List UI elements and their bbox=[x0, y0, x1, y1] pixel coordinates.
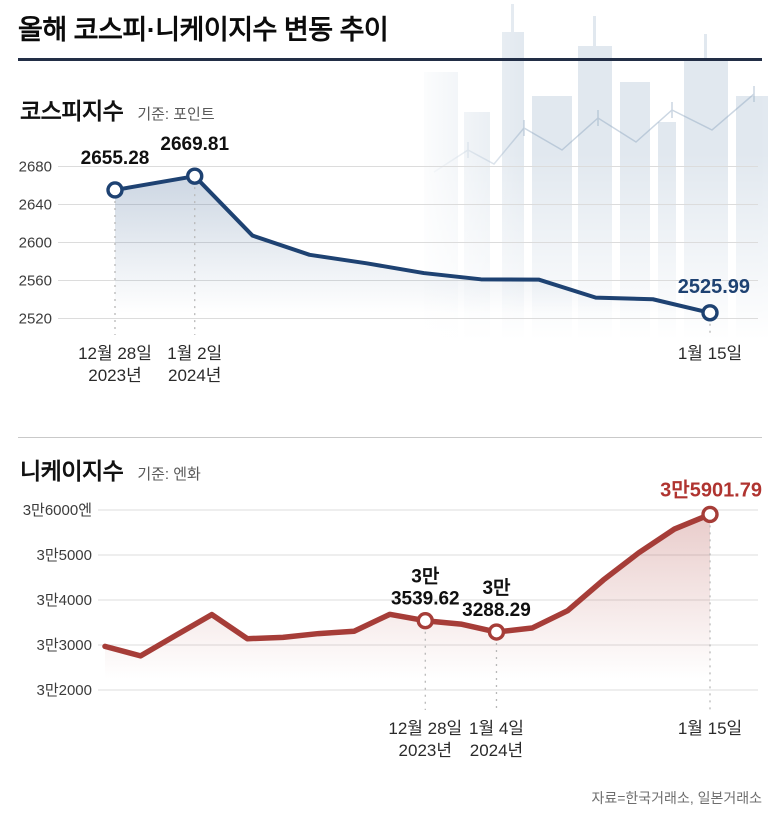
source-credit: 자료=한국거래소, 일본거래소 bbox=[591, 790, 762, 806]
x-axis-label: 2024년 bbox=[470, 741, 523, 760]
section-divider bbox=[18, 437, 762, 438]
x-axis-label: 12월 28일 bbox=[388, 719, 462, 738]
x-axis-label: 2024년 bbox=[168, 366, 221, 385]
x-axis-label: 1월 2일 bbox=[167, 344, 222, 363]
area-fill bbox=[105, 514, 710, 708]
y-tick-label: 2520 bbox=[19, 311, 52, 328]
value-label: 3만 bbox=[482, 577, 511, 599]
y-tick-label: 3만3000 bbox=[36, 637, 92, 654]
y-tick-label: 2600 bbox=[19, 235, 52, 252]
kospi-line-chart: 2680 2640 2600 2560 2520 2655.28 12월 28일 2023년 2… bbox=[19, 134, 758, 385]
masthead: 올해 코스피·니케이지수 변동 추이 bbox=[18, 14, 762, 62]
y-tick-label: 3만6000엔 bbox=[23, 502, 92, 519]
y-tick-label: 3만4000 bbox=[36, 592, 92, 609]
y-tick-label: 2560 bbox=[19, 273, 52, 290]
nikkei-section-title: 니케이지수 bbox=[20, 458, 124, 484]
x-axis-label: 1월 15일 bbox=[678, 344, 742, 363]
y-tick-label: 3만2000 bbox=[36, 682, 92, 699]
y-tick-label: 2640 bbox=[19, 197, 52, 214]
data-point-marker bbox=[701, 505, 719, 524]
nikkei-section-header: 니케이지수 기준: 엔화 bbox=[20, 452, 201, 486]
value-label: 3288.29 bbox=[462, 600, 531, 621]
x-axis-label: 1월 4일 bbox=[469, 719, 524, 738]
area-fill bbox=[115, 176, 710, 338]
x-axis-label: 12월 28일 bbox=[78, 344, 152, 363]
nikkei-line-chart: 3만6000엔3만50003만40003만30003만20003만3539.62… bbox=[23, 478, 762, 760]
y-tick-label: 2680 bbox=[19, 159, 52, 176]
x-axis-label: 2023년 bbox=[399, 741, 452, 760]
value-label: 3만 bbox=[411, 566, 440, 588]
data-point-marker bbox=[487, 623, 506, 641]
value-label: 2669.81 bbox=[160, 134, 229, 155]
data-point-marker bbox=[416, 612, 434, 630]
y-tick-label: 3만5000 bbox=[36, 547, 92, 564]
kospi-section-header: 코스피지수 기준: 포인트 bbox=[20, 92, 215, 126]
data-point-marker bbox=[186, 167, 204, 185]
value-label: 2655.28 bbox=[81, 148, 150, 169]
x-axis-label: 1월 15일 bbox=[678, 719, 742, 738]
nikkei-unit-label: 기준: 엔화 bbox=[137, 466, 201, 483]
value-label: 2525.99 bbox=[678, 276, 750, 298]
data-point-marker bbox=[106, 181, 124, 199]
page-title: 올해 코스피·니케이지수 변동 추이 bbox=[18, 15, 389, 45]
kospi-unit-label: 기준: 포인트 bbox=[137, 106, 215, 123]
series-line bbox=[102, 511, 713, 659]
value-label: 3539.62 bbox=[391, 589, 460, 610]
data-point-marker bbox=[701, 304, 719, 322]
value-label: 3만5901.79 bbox=[660, 478, 762, 501]
x-axis-label: 2023년 bbox=[88, 366, 141, 385]
kospi-section-title: 코스피지수 bbox=[20, 98, 124, 124]
